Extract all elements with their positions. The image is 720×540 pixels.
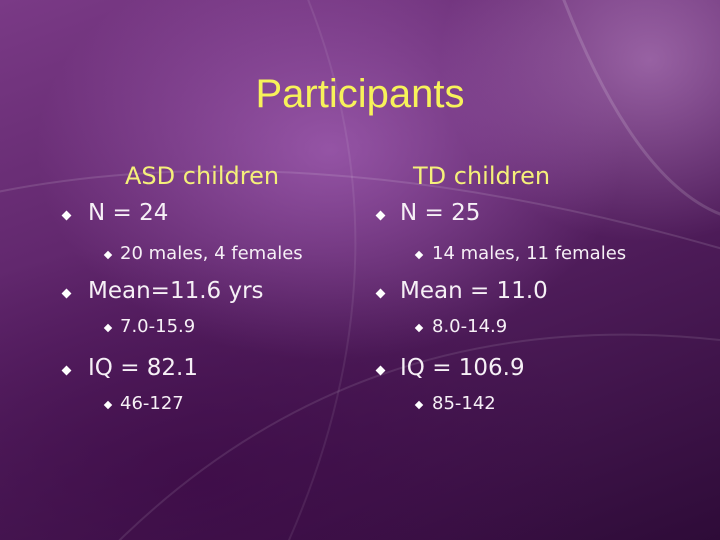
sub-bullet-text: 14 males, 11 females bbox=[432, 243, 627, 264]
sub-bullet-text: 8.0-14.9 bbox=[432, 316, 508, 337]
sub-bullet-text: 7.0-15.9 bbox=[120, 316, 196, 337]
bullet-text: N = 24 bbox=[88, 200, 169, 226]
column-heading: TD children bbox=[413, 162, 551, 190]
bullet-text: IQ = 106.9 bbox=[400, 355, 525, 381]
column-heading: ASD children bbox=[125, 162, 280, 190]
bullet-text: Mean = 11.0 bbox=[400, 278, 548, 304]
sub-bullet-text: 20 males, 4 females bbox=[120, 243, 303, 264]
bullet-text: Mean=11.6 yrs bbox=[88, 278, 264, 304]
sub-bullet-text: 46-127 bbox=[120, 393, 184, 414]
slide-title: Participants bbox=[255, 72, 465, 116]
sub-bullet-text: 85-142 bbox=[432, 393, 496, 414]
bullet-text: N = 25 bbox=[400, 200, 481, 226]
bullet-text: IQ = 82.1 bbox=[88, 355, 198, 381]
